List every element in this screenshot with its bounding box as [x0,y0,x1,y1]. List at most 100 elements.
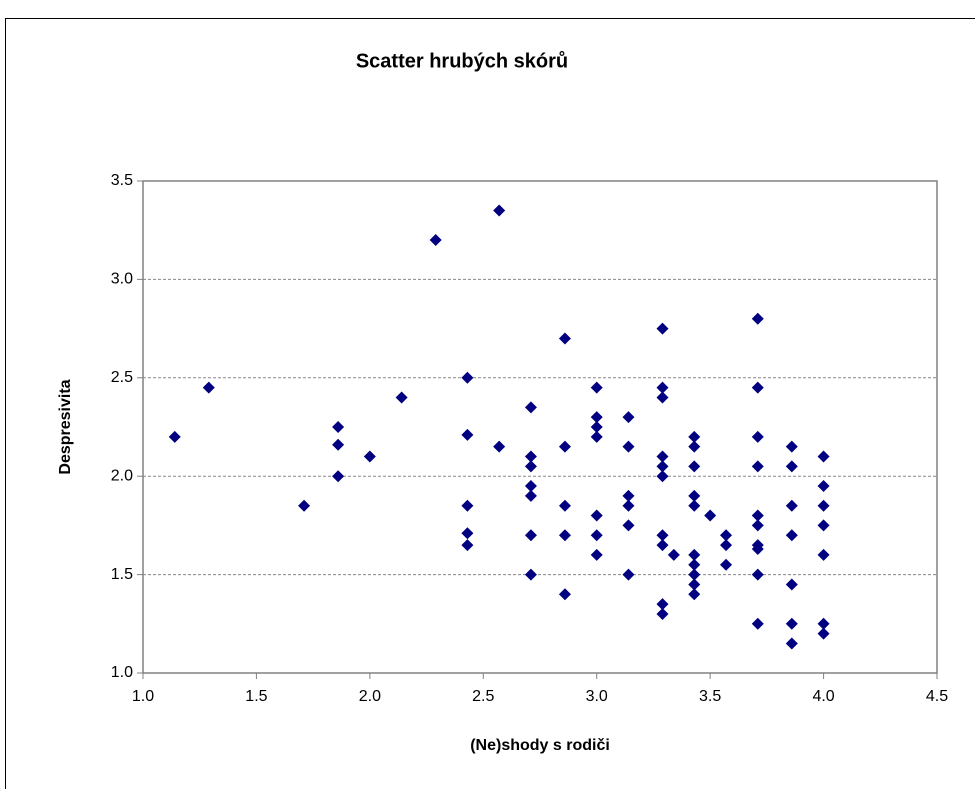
x-tick-label: 1.5 [245,688,267,705]
point [590,381,603,394]
point [622,519,635,532]
point [656,460,669,473]
point [785,617,798,630]
point [817,519,830,532]
point [622,489,635,502]
point [688,499,701,512]
point [332,470,345,483]
point [461,527,474,540]
point [461,499,474,512]
x-tick-label: 3.0 [586,688,608,705]
point [622,499,635,512]
x-tick-label: 2.0 [359,688,381,705]
point [168,430,181,443]
point [524,460,537,473]
point [720,539,733,552]
point [524,480,537,493]
point [817,499,830,512]
point [558,499,571,512]
x-tick-label: 1.0 [132,688,154,705]
y-tick-label: 3.0 [111,271,133,288]
point [688,558,701,571]
plot-area [142,180,938,674]
point [332,438,345,451]
point [622,568,635,581]
point [656,607,669,620]
point [817,548,830,561]
point [656,381,669,394]
point [656,450,669,463]
y-tick-label: 2.0 [111,467,133,484]
point [590,548,603,561]
point [656,322,669,335]
point [429,234,442,247]
point [558,332,571,345]
chart-title: Scatter hrubých skórů [356,50,568,72]
point [558,529,571,542]
point [751,519,764,532]
point [817,617,830,630]
y-tick-label: 2.5 [111,369,133,386]
point [785,499,798,512]
point [817,627,830,640]
point [590,411,603,424]
point [558,440,571,453]
point [817,480,830,493]
y-tick-label: 1.0 [111,664,133,681]
point [688,489,701,502]
x-tick-label: 3.5 [699,688,721,705]
point [524,450,537,463]
point [785,578,798,591]
point [667,548,680,561]
point [622,440,635,453]
point [751,312,764,325]
point [590,421,603,433]
point [493,204,506,217]
point [656,529,669,542]
y-tick-label: 1.5 [111,566,133,583]
point [622,411,635,424]
point [751,381,764,394]
point [656,470,669,483]
point [461,539,474,552]
point [785,529,798,542]
point [332,421,345,433]
point [656,391,669,404]
point [688,588,701,601]
point [524,489,537,502]
point [751,568,764,581]
y-tick-label: 3.5 [111,172,133,189]
chart-frame [5,18,975,789]
point [524,529,537,542]
point [720,529,733,542]
point [395,391,408,404]
point [202,381,215,394]
point [751,617,764,630]
x-tick-label: 2.5 [472,688,494,705]
point [785,637,798,650]
point [688,460,701,473]
point [751,543,764,556]
point [704,509,717,522]
point [524,401,537,414]
point [751,460,764,473]
point [656,598,669,611]
point [688,430,701,443]
point [751,430,764,443]
point [688,548,701,561]
point [817,450,830,463]
point [688,568,701,581]
y-axis-label: Despresivita [57,379,74,474]
point [590,430,603,443]
point [720,558,733,571]
point [558,588,571,601]
point [493,440,506,453]
point [688,440,701,453]
point [298,499,311,512]
x-tick-label: 4.5 [926,688,948,705]
point [590,509,603,522]
point [785,440,798,453]
point [688,578,701,591]
